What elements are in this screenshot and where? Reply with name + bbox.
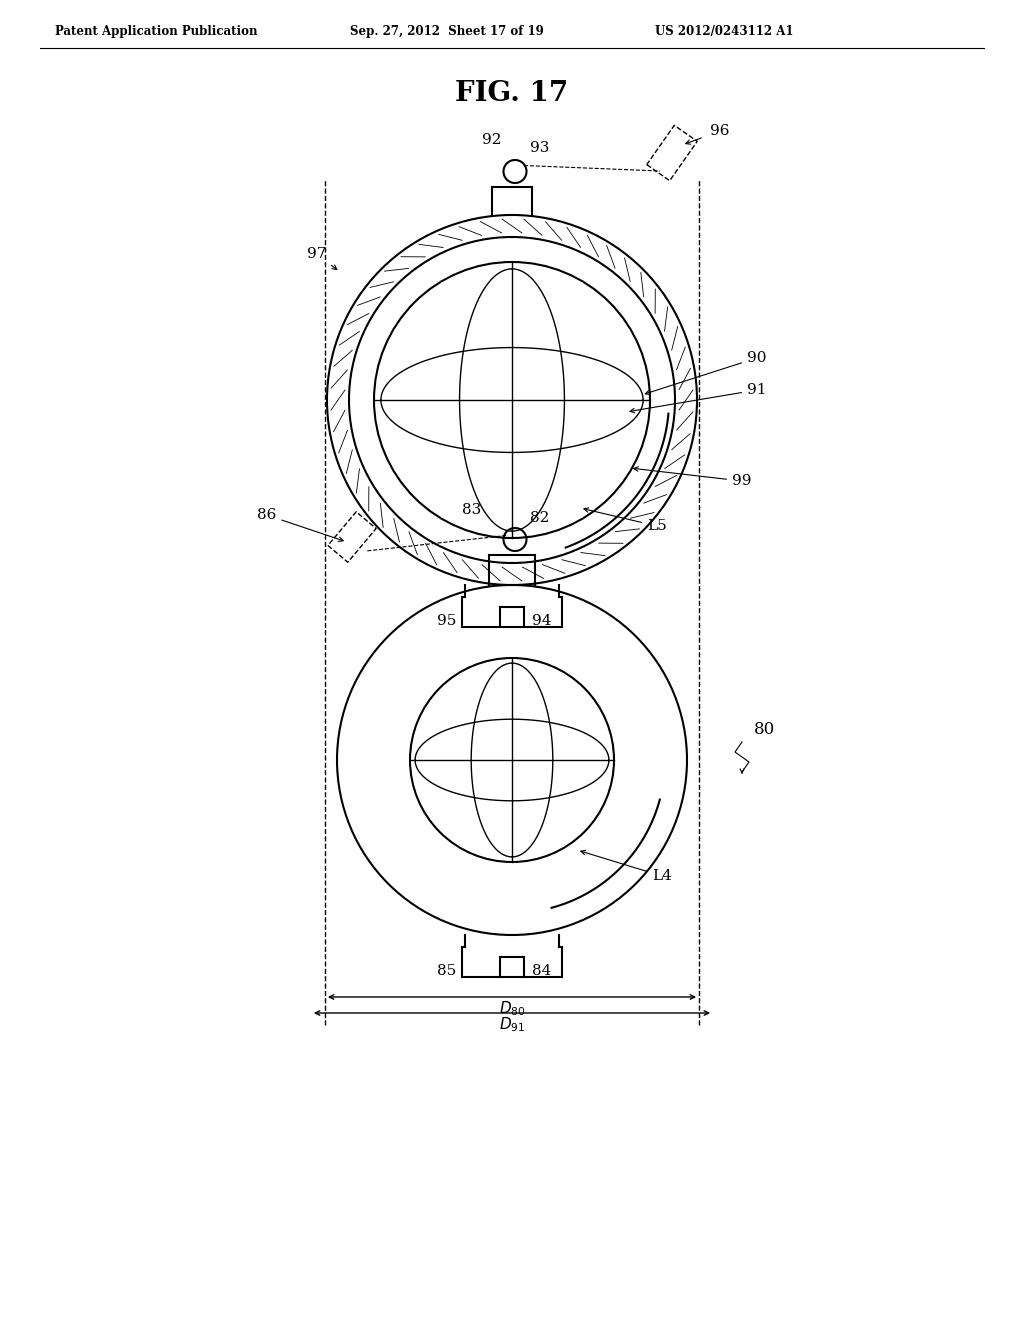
Text: 97: 97 bbox=[307, 247, 337, 269]
Text: 80: 80 bbox=[754, 722, 775, 738]
Text: $D_{80}$: $D_{80}$ bbox=[499, 999, 525, 1018]
Text: 96: 96 bbox=[710, 124, 729, 139]
Text: 94: 94 bbox=[532, 614, 552, 628]
Text: 82: 82 bbox=[530, 511, 549, 525]
Text: 85: 85 bbox=[437, 964, 457, 978]
Text: Patent Application Publication: Patent Application Publication bbox=[55, 25, 257, 38]
Text: L5: L5 bbox=[584, 508, 667, 533]
Text: 91: 91 bbox=[630, 383, 767, 413]
Text: 90: 90 bbox=[645, 351, 767, 395]
Text: $D_{91}$: $D_{91}$ bbox=[499, 1015, 525, 1034]
Text: L4: L4 bbox=[581, 850, 672, 883]
Text: 99: 99 bbox=[634, 467, 752, 488]
Text: 83: 83 bbox=[462, 503, 481, 517]
Text: 86: 86 bbox=[257, 508, 343, 541]
Text: FIG. 17: FIG. 17 bbox=[456, 81, 568, 107]
Text: 84: 84 bbox=[532, 964, 551, 978]
Text: US 2012/0243112 A1: US 2012/0243112 A1 bbox=[655, 25, 794, 38]
Text: 92: 92 bbox=[482, 133, 502, 147]
Text: 93: 93 bbox=[530, 141, 549, 154]
Text: Sep. 27, 2012  Sheet 17 of 19: Sep. 27, 2012 Sheet 17 of 19 bbox=[350, 25, 544, 38]
Text: 95: 95 bbox=[437, 614, 457, 628]
